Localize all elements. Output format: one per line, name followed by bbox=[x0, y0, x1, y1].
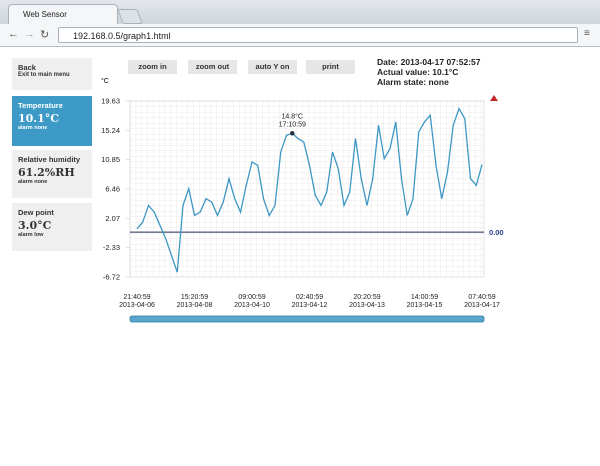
annotation: 17:10:59 bbox=[279, 121, 306, 128]
x-tick-label: 14:00:59 2013-04-15 bbox=[406, 294, 443, 309]
back-arrow[interactable]: ← bbox=[8, 28, 19, 40]
highlight-point bbox=[290, 131, 295, 136]
button[interactable]: print bbox=[306, 60, 355, 74]
button[interactable]: auto Y on bbox=[248, 60, 297, 74]
alarm-icon bbox=[490, 95, 498, 101]
status-alarm: Alarm state: none bbox=[377, 77, 449, 87]
x-tick-label: 15:20:59 2013-04-08 bbox=[176, 294, 213, 309]
x-tick-label: 02:40:59 2013-04-12 bbox=[291, 294, 328, 309]
sensor-name: Dew point bbox=[18, 208, 54, 217]
x-tick-label: 07:40:59 2013-04-17 bbox=[464, 294, 500, 309]
forward-arrow[interactable]: → bbox=[24, 28, 35, 40]
back-title: Back bbox=[18, 63, 36, 72]
sensor-name: Temperature bbox=[18, 101, 63, 110]
button[interactable]: zoom in bbox=[128, 60, 177, 74]
back-button[interactable]: Back Exit to main menu bbox=[12, 58, 92, 90]
y-tick-label: 15.24 bbox=[101, 126, 120, 135]
sensor-alarm: alarm none bbox=[18, 179, 48, 185]
sensor-card[interactable]: Dew point 3.0°C alarm low bbox=[12, 203, 92, 251]
reload[interactable]: ↻ bbox=[40, 29, 50, 41]
data-line bbox=[136, 106, 483, 273]
sensor-value: 3.0°C bbox=[18, 219, 52, 232]
sensor-card[interactable]: Relative humidity 61.2%RH alarm none bbox=[12, 150, 92, 198]
x-tick-label: 09:00:59 2013-04-10 bbox=[234, 294, 270, 309]
address-bar[interactable]: 192.168.0.5/graph1.html bbox=[58, 27, 578, 43]
sensor-value: 61.2%RH bbox=[18, 166, 75, 179]
y-tick-label: 10.85 bbox=[101, 155, 120, 164]
y-tick-label: -6.72 bbox=[103, 273, 120, 282]
browser-tab[interactable]: Web Sensor bbox=[8, 4, 118, 24]
annotation: 14.8°C bbox=[282, 112, 303, 120]
x-tick-label: 20:20:59 2013-04-13 bbox=[349, 294, 385, 309]
sensor-alarm: alarm none bbox=[18, 125, 48, 131]
scrollbar[interactable] bbox=[129, 315, 485, 323]
y-tick-label: 19.63 bbox=[101, 97, 120, 106]
back-subtitle: Exit to main menu bbox=[18, 72, 70, 78]
sensor-card[interactable]: Temperature 10.1°C alarm none bbox=[12, 96, 92, 146]
sensor-value: 10.1°C bbox=[18, 112, 60, 125]
plot-area bbox=[129, 100, 485, 278]
x-tick-label: 21:40:59 2013-04-06 bbox=[119, 294, 155, 309]
status-date: Date: 2013-04-17 07:52:57 bbox=[377, 57, 481, 67]
sensor-alarm: alarm low bbox=[18, 232, 44, 238]
y-tick-label: 6.46 bbox=[105, 184, 120, 193]
button[interactable]: zoom out bbox=[188, 60, 237, 74]
y-tick-label: 2.07 bbox=[105, 214, 120, 223]
menu[interactable]: ≡ bbox=[584, 28, 590, 39]
status-value: Actual value: 10.1°C bbox=[377, 67, 459, 77]
y-unit: °C bbox=[101, 77, 109, 85]
sensor-name: Relative humidity bbox=[18, 155, 81, 164]
y-tick-label: -2.33 bbox=[103, 243, 120, 252]
threshold-label: 0.00 bbox=[489, 228, 504, 237]
